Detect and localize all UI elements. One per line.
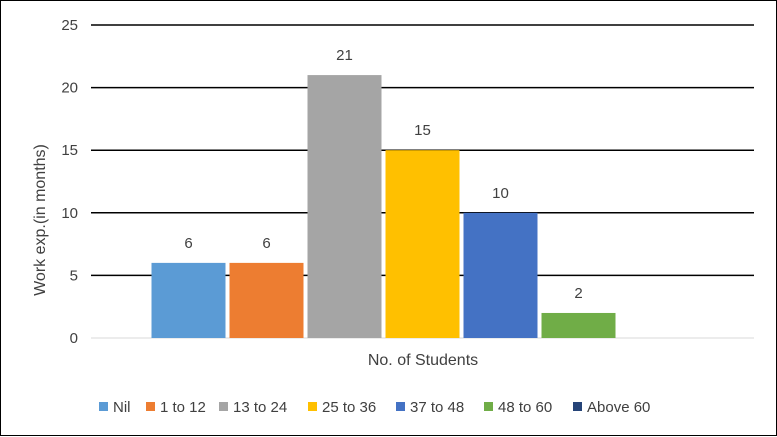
- y-tick-label: 5: [70, 267, 78, 284]
- bar: [307, 75, 382, 338]
- legend-label: 37 to 48: [410, 399, 464, 416]
- legend-label: 25 to 36: [322, 399, 376, 416]
- legend-swatch: [99, 402, 108, 411]
- y-tick-label: 15: [61, 142, 78, 159]
- data-label: 6: [184, 235, 192, 252]
- legend-swatch: [308, 402, 317, 411]
- y-axis-ticks: 0 5 10 15 20 25: [61, 17, 78, 347]
- y-tick-label: 0: [70, 330, 78, 347]
- legend-label: Nil: [113, 399, 131, 416]
- data-labels: 6 6 21 15 10 2: [184, 47, 582, 302]
- data-label: 2: [574, 285, 582, 302]
- bar: [229, 262, 304, 338]
- y-tick-label: 20: [61, 80, 78, 97]
- y-tick-label: 25: [61, 17, 78, 34]
- legend-swatch: [146, 402, 155, 411]
- legend-swatch: [396, 402, 405, 411]
- bar: [463, 212, 538, 338]
- data-label: 6: [262, 235, 270, 252]
- legend-swatch: [573, 402, 582, 411]
- legend-label: 48 to 60: [498, 399, 552, 416]
- bar: [541, 312, 616, 338]
- y-axis-title: Work exp.(in months): [32, 144, 49, 296]
- legend: Nil 1 to 12 13 to 24 25 to 36 37 to 48 48 to …: [99, 399, 650, 416]
- bar: [151, 262, 226, 338]
- legend-label: 13 to 24: [233, 399, 287, 416]
- legend-label: Above 60: [587, 399, 650, 416]
- legend-label: 1 to 12: [160, 399, 206, 416]
- legend-swatch: [484, 402, 493, 411]
- data-label: 21: [336, 47, 353, 64]
- data-label: 15: [414, 122, 431, 139]
- bars: [151, 75, 616, 338]
- x-axis-title: No. of Students: [368, 352, 478, 369]
- data-label: 10: [492, 185, 509, 202]
- legend-swatch: [219, 402, 228, 411]
- bar: [385, 150, 460, 338]
- y-tick-label: 10: [61, 205, 78, 222]
